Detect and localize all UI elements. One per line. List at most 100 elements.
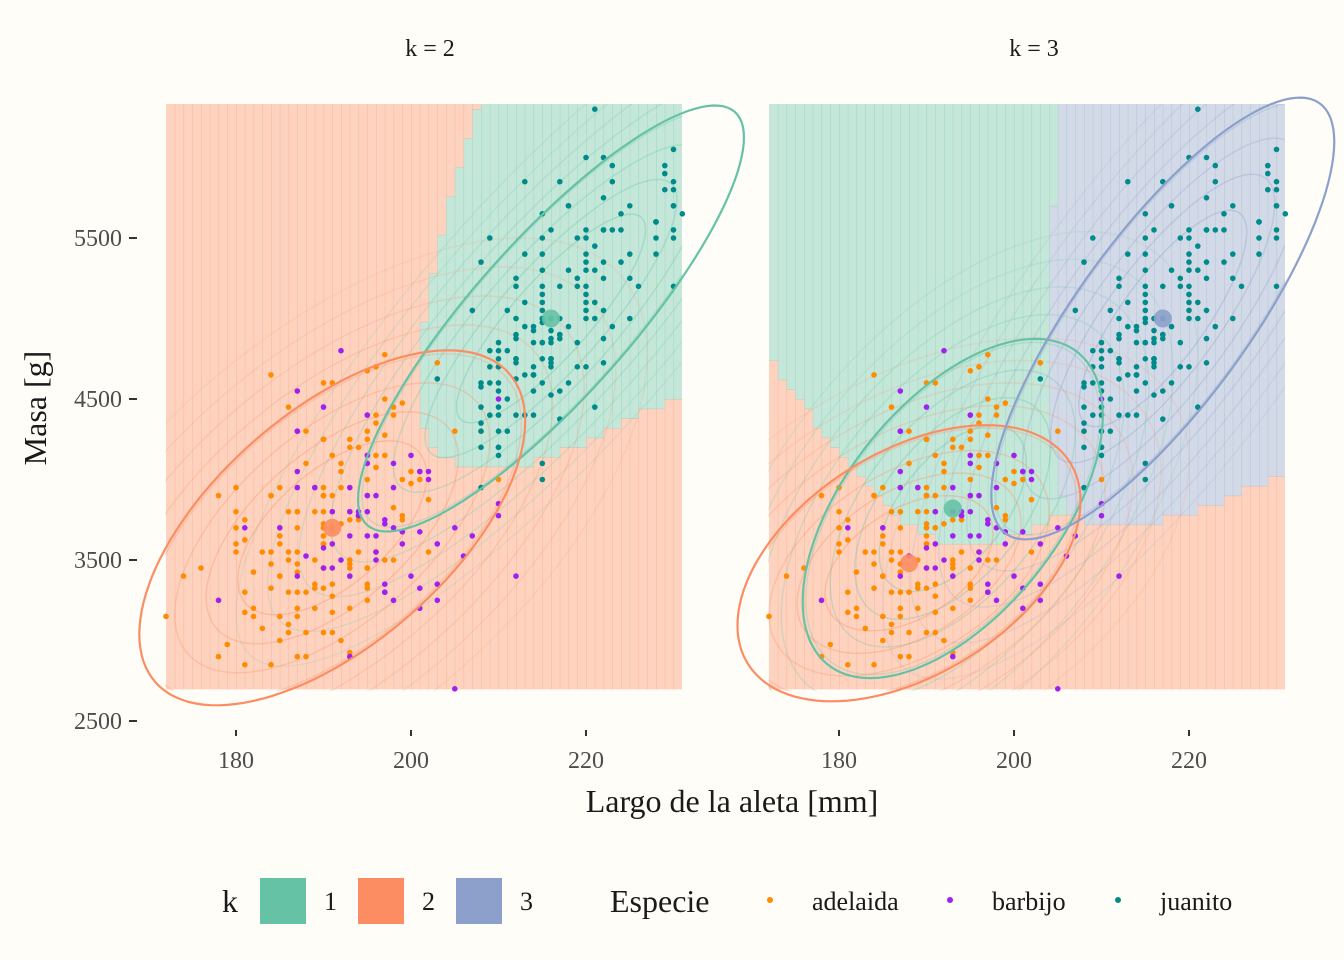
point-barbijo <box>923 545 930 551</box>
point-barbijo <box>923 565 930 571</box>
point-juanito <box>1116 356 1122 362</box>
point-juanito <box>1282 211 1289 217</box>
point-barbijo <box>932 541 939 547</box>
point-adelaida <box>915 605 921 612</box>
point-adelaida <box>941 637 947 644</box>
point-barbijo <box>950 653 956 660</box>
point-juanito <box>478 404 484 410</box>
point-juanito <box>574 275 581 282</box>
region-cell-k2 <box>288 104 298 690</box>
region-cell-k2 <box>673 399 682 690</box>
y-tick-label: 4500 <box>74 387 122 413</box>
point-adelaida <box>294 653 301 660</box>
region-cell-k1 <box>786 104 796 390</box>
point-barbijo <box>364 533 371 539</box>
region-cell-k2 <box>777 379 788 690</box>
point-juanito <box>1160 388 1166 394</box>
point-adelaida <box>215 653 222 660</box>
point-adelaida <box>950 561 956 567</box>
point-juanito <box>653 219 659 225</box>
point-barbijo <box>1020 605 1026 612</box>
region-cell-k3 <box>1075 104 1085 516</box>
point-adelaida <box>347 561 353 567</box>
region-cell-k2 <box>656 408 666 690</box>
region-cell-k2 <box>1057 514 1068 690</box>
point-juanito <box>1177 235 1184 241</box>
region-cell-k2 <box>1005 534 1015 690</box>
point-adelaida <box>355 444 362 451</box>
point-adelaida <box>915 585 921 591</box>
density-contour-k3 <box>938 104 1285 608</box>
region-cell-k1 <box>952 104 963 545</box>
region-cell-k1 <box>839 104 849 458</box>
x-axis-k3: 180 200 220 <box>821 730 1207 774</box>
point-juanito <box>1142 299 1149 306</box>
point-juanito <box>609 227 616 233</box>
region-cell-k3 <box>1171 104 1181 516</box>
point-juanito <box>627 275 633 282</box>
region-cell-k3 <box>1232 104 1243 497</box>
region-cell-k1 <box>987 104 998 545</box>
point-juanito <box>478 428 484 435</box>
point-barbijo <box>347 573 353 579</box>
density-contour-k1 <box>854 396 1052 620</box>
region-cell-k2 <box>472 104 482 110</box>
point-juanito <box>1186 259 1192 265</box>
point-barbijo <box>1037 541 1044 547</box>
point-juanito <box>1212 323 1219 330</box>
point-juanito <box>539 476 546 483</box>
region-cell-k1 <box>533 104 543 458</box>
region-cell-k3 <box>1189 104 1199 516</box>
point-adelaida <box>888 557 895 563</box>
point-adelaida <box>285 404 292 410</box>
region-cell-k2 <box>1259 485 1269 690</box>
y-tick-label: 3500 <box>74 548 122 574</box>
region-cell-k2 <box>891 514 901 690</box>
point-juanito <box>530 327 537 334</box>
point-juanito <box>557 335 563 342</box>
point-juanito <box>1081 259 1087 265</box>
region-cell-k1 <box>935 104 945 545</box>
region-cell-k2 <box>446 104 456 197</box>
point-barbijo <box>1011 573 1017 579</box>
point-juanito <box>1160 331 1166 338</box>
region-cell-k1 <box>821 104 831 439</box>
region-cell-k2 <box>909 524 919 690</box>
point-juanito <box>1142 339 1149 346</box>
region-cell-k2 <box>1040 524 1050 690</box>
point-juanito <box>1116 360 1122 366</box>
point-adelaida <box>836 549 842 555</box>
region-cell-k2 <box>647 408 657 690</box>
point-juanito <box>1072 307 1079 314</box>
region-cell-k2 <box>244 104 255 690</box>
point-barbijo <box>976 557 982 563</box>
point-barbijo <box>382 589 388 595</box>
cluster-ellipse-k2 <box>138 349 527 707</box>
region-cell-k2 <box>996 543 1006 690</box>
panel-k2: k = 2 <box>138 36 746 707</box>
point-juanito <box>548 360 554 366</box>
point-juanito <box>662 170 668 177</box>
point-barbijo <box>967 460 974 467</box>
point-adelaida <box>836 541 842 547</box>
point-juanito <box>1037 376 1044 382</box>
point-adelaida <box>268 372 274 378</box>
region-cell-k2 <box>1022 534 1033 690</box>
point-adelaida <box>233 541 239 547</box>
point-barbijo <box>1011 452 1017 459</box>
density-contour-k1 <box>235 104 682 667</box>
region-cell-k2 <box>559 447 570 690</box>
cluster-centers-k2 <box>323 309 560 537</box>
region-cell-k3 <box>1250 104 1260 487</box>
point-adelaida <box>880 541 886 547</box>
point-juanito <box>670 186 677 193</box>
region-cell-k2 <box>411 104 421 690</box>
point-adelaida <box>853 605 860 612</box>
point-barbijo <box>390 525 397 531</box>
point-adelaida <box>915 508 921 515</box>
strip-label-k2: k = 2 <box>405 36 455 62</box>
region-cell-k1 <box>1049 104 1059 207</box>
point-juanito <box>1081 404 1087 410</box>
point-adelaida <box>880 484 886 491</box>
point-barbijo <box>425 468 432 475</box>
